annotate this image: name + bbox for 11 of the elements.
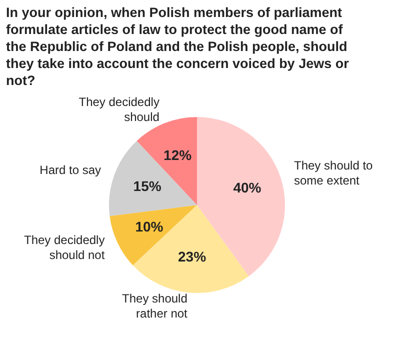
chart-title: In your opinion, when Polish members of parliament formulate articles of law to protect the good name of the Republic of Poland and the Polish people, should they take into account the concern voiced by Jews or not? <box>6 4 350 89</box>
slice-label: They decidedly should <box>78 94 160 124</box>
slice-label: They decidedly should not <box>24 233 106 262</box>
slice-label: Hard to say <box>40 162 102 177</box>
data-label: 12% <box>164 146 192 163</box>
data-label: 10% <box>135 218 164 234</box>
data-label: 15% <box>133 178 162 194</box>
data-label: 23% <box>178 248 207 264</box>
slice-label: They should rather not <box>122 291 188 320</box>
slice-label: They should to some extent <box>294 158 374 188</box>
data-label: 40% <box>233 180 262 196</box>
